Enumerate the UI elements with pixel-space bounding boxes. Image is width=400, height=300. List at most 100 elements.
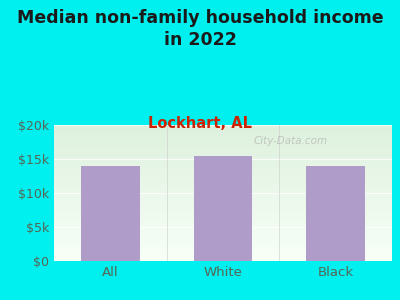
Bar [54, 213, 392, 214]
Bar [54, 140, 392, 141]
Bar [81, 166, 140, 261]
Bar [54, 165, 392, 167]
Bar [54, 182, 392, 183]
Bar [54, 217, 392, 219]
Bar [54, 149, 392, 150]
Bar [54, 234, 392, 235]
Bar [54, 201, 392, 202]
Bar [54, 257, 392, 258]
Bar [54, 150, 392, 152]
Bar [54, 156, 392, 157]
Bar [54, 251, 392, 253]
Bar [54, 137, 392, 138]
Bar [54, 260, 392, 261]
Bar [54, 187, 392, 189]
Bar [54, 228, 392, 230]
Bar [54, 205, 392, 206]
Bar [54, 126, 392, 127]
Bar [54, 153, 392, 154]
Bar [54, 145, 392, 146]
Bar [54, 124, 392, 126]
Bar [54, 226, 392, 227]
Bar [54, 131, 392, 133]
Bar [54, 212, 392, 213]
Bar [54, 200, 392, 201]
Bar [54, 129, 392, 130]
Bar [54, 184, 392, 186]
Bar [54, 157, 392, 159]
Bar [306, 166, 365, 261]
Bar [54, 167, 392, 168]
Bar [54, 181, 392, 182]
Bar [54, 250, 392, 251]
Bar [54, 141, 392, 142]
Bar [54, 127, 392, 129]
Bar [54, 133, 392, 134]
Bar [54, 134, 392, 135]
Bar [54, 175, 392, 176]
Bar [54, 176, 392, 178]
Bar [54, 214, 392, 216]
Bar [54, 209, 392, 211]
Bar [54, 238, 392, 239]
Bar [54, 135, 392, 137]
Bar [54, 130, 392, 131]
Bar [54, 198, 392, 200]
Bar [54, 258, 392, 260]
Bar [54, 227, 392, 228]
Bar [54, 160, 392, 161]
Bar [54, 239, 392, 241]
Bar [54, 189, 392, 190]
Bar [54, 246, 392, 247]
Bar [54, 144, 392, 145]
Bar [54, 179, 392, 181]
Bar [54, 247, 392, 249]
Bar [54, 256, 392, 257]
Bar [54, 219, 392, 220]
Text: Lockhart, AL: Lockhart, AL [148, 116, 252, 130]
Bar [54, 178, 392, 179]
Bar [54, 164, 392, 165]
Bar [54, 169, 392, 171]
Bar [54, 193, 392, 194]
Bar [54, 163, 392, 164]
Bar [54, 230, 392, 231]
Bar [54, 138, 392, 140]
Bar [54, 148, 392, 149]
Bar [54, 174, 392, 175]
Bar [54, 223, 392, 224]
Bar [54, 231, 392, 232]
Bar [54, 243, 392, 244]
Bar [54, 235, 392, 236]
Bar [54, 206, 392, 208]
Bar [54, 183, 392, 184]
Bar [54, 171, 392, 172]
Bar [54, 242, 392, 243]
Bar [54, 186, 392, 187]
Bar [54, 208, 392, 209]
Bar [54, 241, 392, 242]
Bar [54, 191, 392, 193]
Bar [54, 172, 392, 174]
Bar [54, 154, 392, 156]
Bar [54, 244, 392, 246]
Bar [54, 161, 392, 163]
Bar [54, 254, 392, 256]
Bar [54, 196, 392, 197]
Bar [54, 232, 392, 234]
Bar [54, 190, 392, 191]
Bar [54, 146, 392, 148]
Bar [54, 221, 392, 223]
Bar [54, 202, 392, 204]
Bar [194, 156, 252, 261]
Bar [54, 216, 392, 217]
Bar [54, 220, 392, 221]
Bar [54, 236, 392, 238]
Bar [54, 159, 392, 160]
Bar [54, 168, 392, 169]
Text: City-Data.com: City-Data.com [254, 136, 328, 146]
Bar [54, 204, 392, 205]
Bar [54, 197, 392, 198]
Bar [54, 224, 392, 226]
Text: Median non-family household income
in 2022: Median non-family household income in 20… [17, 9, 383, 49]
